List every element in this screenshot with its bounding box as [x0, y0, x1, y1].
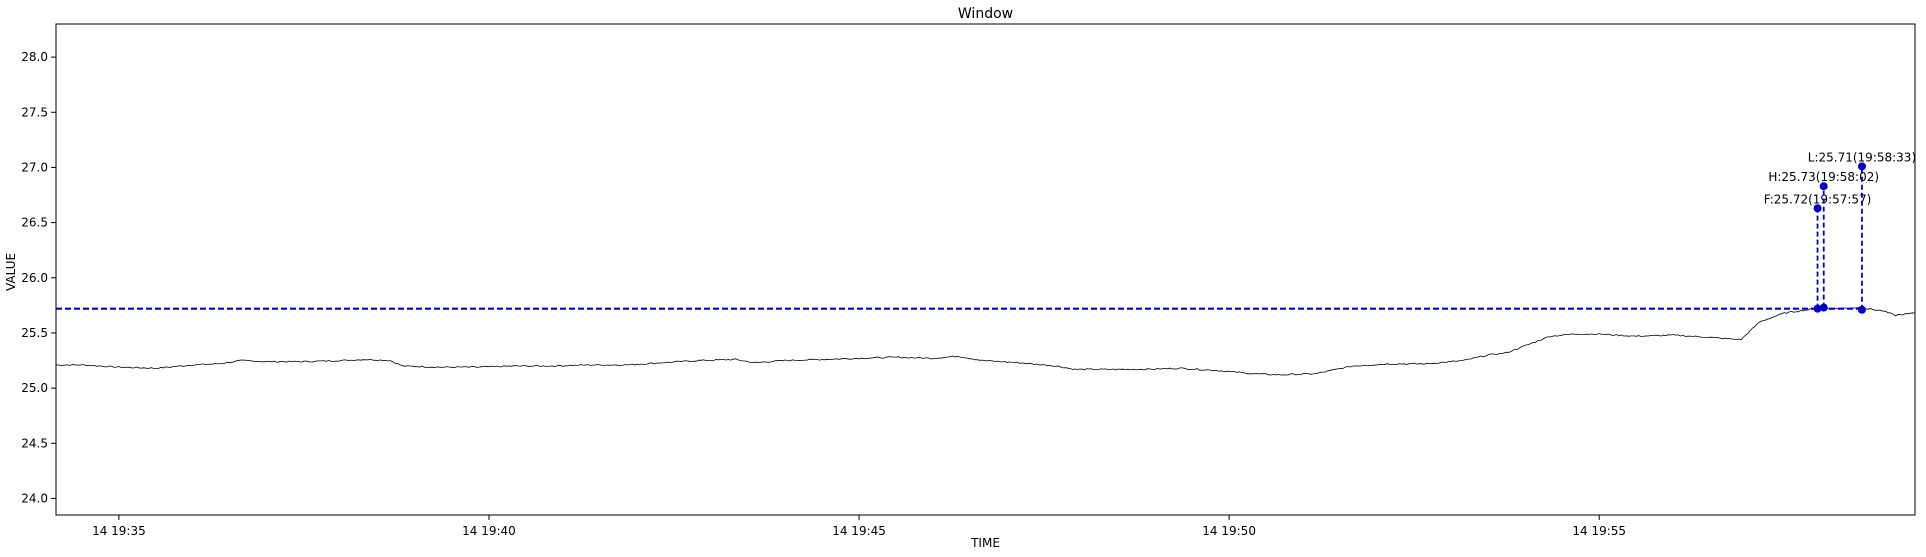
y-tick-label: 24.5: [21, 436, 48, 450]
x-axis: 14 19:35 14 19:40 14 19:45 14 19:50 14 19:55: [92, 515, 1626, 538]
annotation-base-marker: [1857, 305, 1866, 314]
annotation-base-marker: [1813, 304, 1822, 313]
annotation-top-marker: [1813, 204, 1822, 213]
y-axis: 24.0 24.5 25.0 25.5 26.0 26.5 27.0 27.5 28.0: [21, 50, 56, 505]
annotation-label: H:25.73(19:58:02): [1768, 170, 1879, 184]
series-line: [55, 306, 1916, 376]
annotation-label: F:25.72(19:57:57): [1764, 192, 1872, 206]
x-tick-label: 14 19:55: [1572, 524, 1626, 538]
x-tick-label: 14 19:45: [832, 524, 886, 538]
y-tick-label: 24.0: [21, 491, 48, 505]
y-tick-label: 27.5: [21, 105, 48, 119]
y-tick-label: 25.0: [21, 381, 48, 395]
x-tick-label: 14 19:35: [92, 524, 146, 538]
x-tick-label: 14 19:50: [1202, 524, 1256, 538]
x-tick-label: 14 19:40: [462, 524, 516, 538]
y-tick-label: 28.0: [21, 50, 48, 64]
plot-area: [55, 306, 1916, 376]
y-axis-title: VALUE: [4, 253, 18, 291]
plot-frame: [55, 23, 1916, 516]
annotation-top-marker: [1857, 162, 1866, 171]
chart-title: Window: [958, 6, 1013, 22]
annotations: F:25.72(19:57:57) H:25.73(19:58:02) L:25.7…: [1764, 150, 1916, 314]
x-axis-title: TIME: [970, 536, 1000, 550]
y-tick-label: 26.5: [21, 216, 48, 230]
annotation-base-marker: [1819, 303, 1828, 312]
annotation-top-marker: [1819, 182, 1828, 191]
y-tick-label: 25.5: [21, 326, 48, 340]
annotation-label: L:25.71(19:58:33): [1808, 150, 1916, 164]
y-tick-label: 26.0: [21, 271, 48, 285]
y-tick-label: 27.0: [21, 160, 48, 174]
